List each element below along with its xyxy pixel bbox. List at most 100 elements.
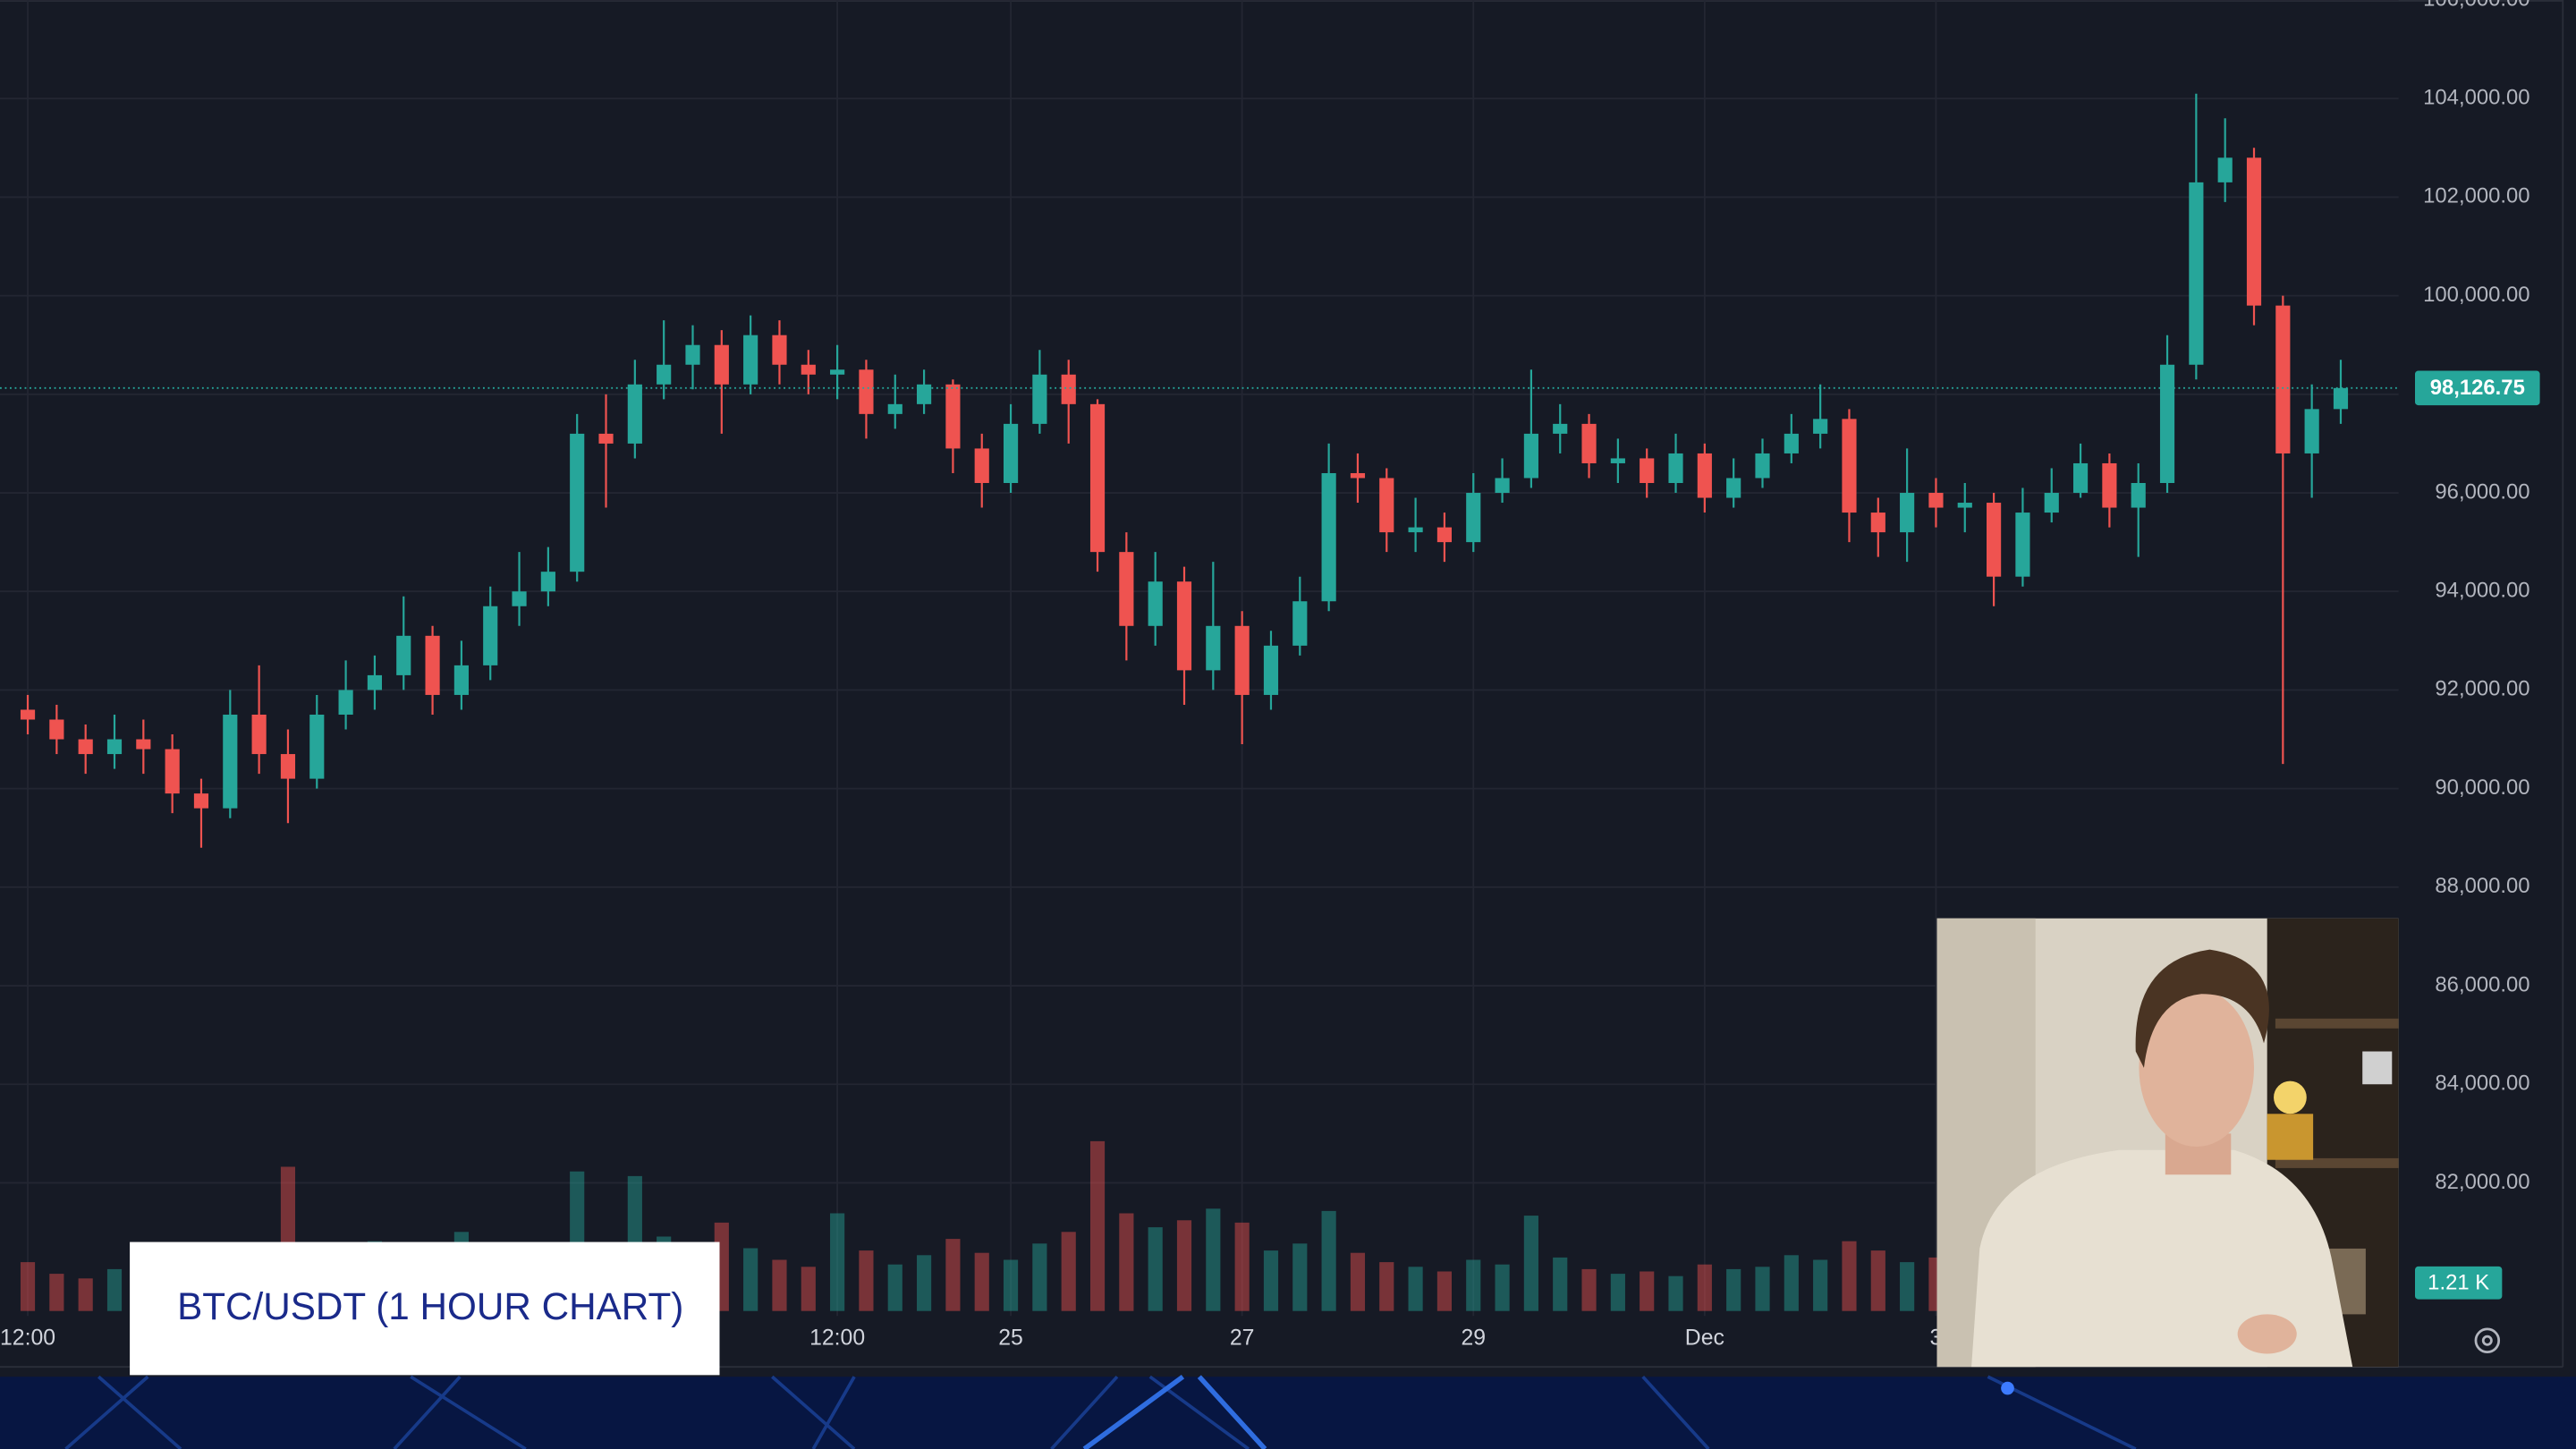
candle-body (1870, 513, 1885, 533)
volume-bar (1292, 1243, 1308, 1311)
volume-bar (1148, 1227, 1163, 1311)
volume-bar (1466, 1259, 1481, 1311)
volume-bar (743, 1248, 758, 1311)
volume-bar (1408, 1267, 1423, 1311)
candle-body (2333, 387, 2349, 410)
candle-body (2304, 409, 2319, 453)
x-tick-label: Dec (1685, 1326, 1724, 1350)
volume-bar (1379, 1262, 1394, 1311)
candle-body (1697, 453, 1712, 498)
candle-body (1234, 625, 1250, 695)
candle-body (1466, 493, 1481, 543)
x-tick-label: 27 (1230, 1326, 1255, 1350)
candle-body (1987, 503, 2002, 577)
volume-bar (830, 1213, 845, 1311)
candle-body (917, 384, 932, 404)
volume-bar (1495, 1264, 1510, 1311)
last-volume-label: 1.21 K (2428, 1270, 2489, 1294)
volume-bar (1263, 1250, 1279, 1311)
candle-body (1119, 552, 1134, 626)
candle-body (540, 572, 555, 592)
volume-bar (49, 1274, 64, 1311)
candle-body (1813, 419, 1828, 434)
candle-body (425, 635, 440, 695)
candle-body (1842, 419, 1857, 513)
candle-body (1263, 645, 1279, 695)
y-tick-label: 86,000.00 (2435, 972, 2529, 996)
candle-body (2015, 513, 2030, 577)
plot-area: 82,000.00 84,000.00 86,000.00 88,000.00 90,0… (0, 0, 2540, 1350)
y-tick-label: 100,000.00 (2423, 283, 2529, 307)
candle-body (772, 335, 787, 365)
candle-body (512, 591, 527, 606)
candle-body (714, 344, 729, 385)
candle-body (20, 709, 36, 720)
candle-body (2044, 493, 2059, 513)
candle-body (1928, 493, 1944, 508)
candle-body (1321, 472, 1336, 602)
volume-bar (1553, 1257, 1568, 1311)
bottom-band (0, 1374, 2576, 1449)
volume-bar (772, 1259, 787, 1311)
volume-bar (859, 1250, 874, 1311)
volume-bar (1755, 1267, 1770, 1311)
volume-bar (974, 1252, 989, 1311)
candle-body (193, 793, 209, 809)
candle-body (598, 433, 614, 444)
candle-body (2102, 462, 2117, 508)
volume-bar (1089, 1140, 1106, 1311)
volume-bar (1436, 1271, 1453, 1311)
candle-body (1436, 527, 1453, 543)
candle-body (685, 344, 700, 365)
caption: BTC/USDT (1 HOUR CHART) (177, 1285, 683, 1327)
candle-body (627, 384, 642, 444)
candle-body (974, 448, 989, 483)
candle-body (1726, 478, 1741, 498)
y-tick-label: 92,000.00 (2435, 677, 2529, 701)
y-tick-label: 88,000.00 (2435, 874, 2529, 898)
candle-body (78, 739, 93, 755)
volume-bar (1640, 1271, 1655, 1311)
volume-bar (106, 1268, 123, 1311)
candle-body (106, 739, 123, 755)
candle-body (1061, 374, 1076, 404)
candle-body (280, 754, 296, 779)
y-tick-label: 96,000.00 (2435, 479, 2529, 504)
candle-body (2217, 157, 2233, 182)
volume-bar (945, 1239, 961, 1311)
candle-body (1640, 458, 1655, 483)
candle-body (1176, 581, 1192, 671)
volume-bar (1668, 1275, 1683, 1311)
candle-body (1408, 527, 1423, 533)
volume-bar (917, 1255, 932, 1311)
candle-body (1755, 453, 1770, 479)
candle-body (1206, 625, 1221, 671)
volume-bar (1900, 1262, 1915, 1311)
candle-body (801, 364, 816, 375)
volume-bar (1842, 1241, 1857, 1311)
x-tick-label: 12:00 (809, 1326, 865, 1350)
candle-body (2246, 157, 2262, 306)
last-volume-box (2415, 1266, 2503, 1300)
volume-bar (1784, 1255, 1799, 1311)
candle-body (657, 364, 672, 385)
settings-icon[interactable] (2474, 1327, 2501, 1354)
candle-body (1668, 453, 1683, 483)
candle-body (1581, 423, 1597, 463)
y-tick-label: 94,000.00 (2435, 579, 2529, 603)
candle-body (1350, 472, 1366, 479)
candle-body (2072, 462, 2089, 494)
candle-body (2275, 305, 2291, 453)
y-tick-label: 106,000.00 (2423, 0, 2529, 11)
x-tick-label: 12:00 (0, 1326, 55, 1350)
candle-body (251, 714, 267, 755)
volume-bar (1206, 1208, 1221, 1311)
candle-body (309, 714, 325, 779)
candle-body (2189, 182, 2204, 365)
candle-body (859, 369, 874, 414)
candle-body (136, 739, 151, 750)
candle-body (1957, 503, 1972, 508)
volume-bar (1119, 1213, 1134, 1311)
